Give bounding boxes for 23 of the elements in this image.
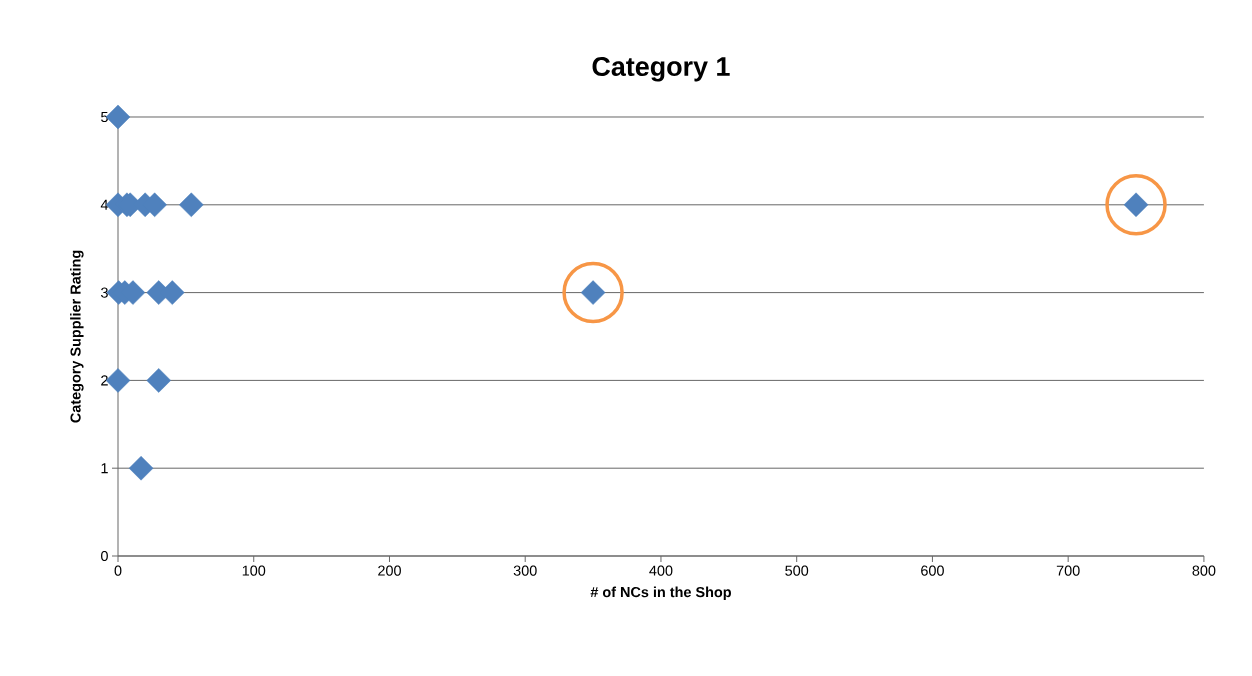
x-tick-label: 600 [921,565,944,576]
x-tick-label: 700 [1056,565,1080,576]
point [146,368,171,393]
y-tick-label: 5 [101,111,108,123]
y-tick-label: 1 [101,463,108,474]
y-tick-label: 3 [100,287,108,298]
x-tick-label: 500 [785,565,809,576]
point [562,261,624,324]
x-axis-title: # of NCs in the Shop [590,586,731,601]
x-tick-label: 400 [649,565,673,576]
y-tick-label: 0 [101,550,108,562]
x-tick-label: 0 [114,565,122,576]
y-tick-label: 2 [101,375,108,386]
y-axis-title: Category Supplier Rating [70,250,84,423]
y-tick-label: 4 [100,199,109,210]
x-tick-label: 300 [513,565,537,576]
point [128,455,154,481]
x-tick-label: 200 [378,565,401,576]
point [179,192,204,218]
x-tick-label: 100 [242,565,266,576]
point [1105,174,1167,236]
x-tick-label: 800 [1192,565,1216,576]
chart-title: Category 1 [592,57,730,82]
